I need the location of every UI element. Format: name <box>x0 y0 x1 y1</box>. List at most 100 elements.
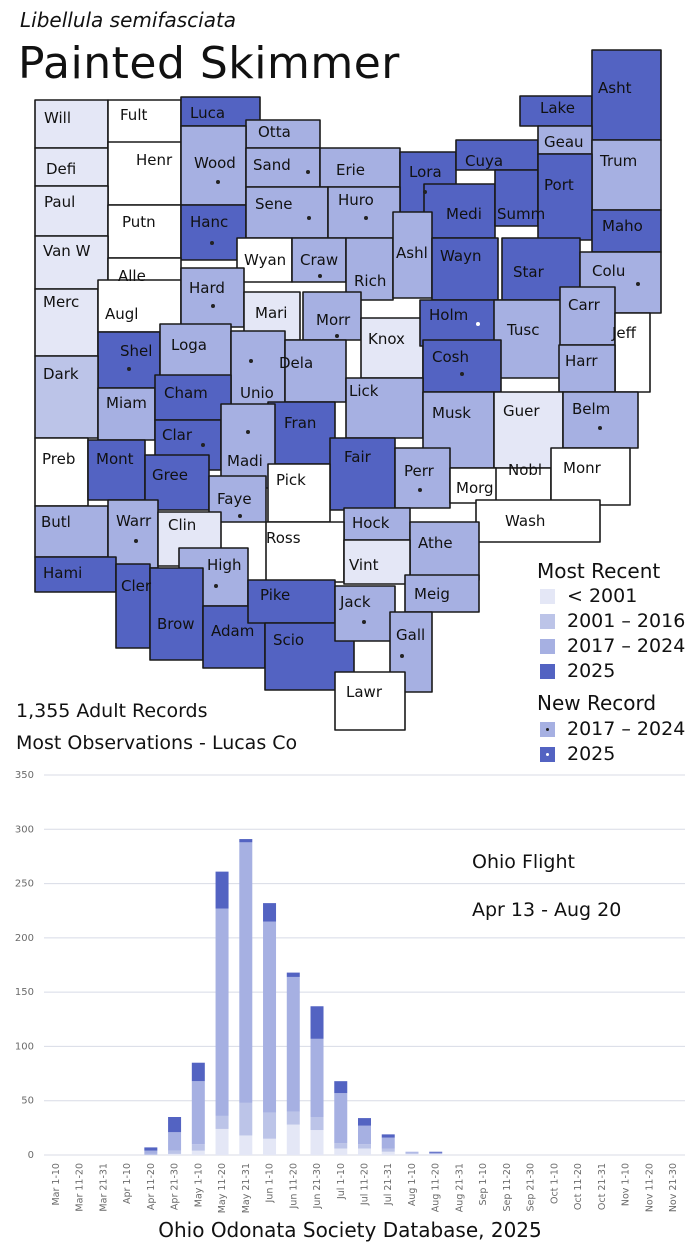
bar-segment <box>239 839 253 843</box>
x-tick-label: May 11-20 <box>217 1163 228 1213</box>
legend-marker-dot <box>546 752 549 756</box>
x-tick-label: Oct 21-31 <box>597 1163 608 1210</box>
new-record-marker-high <box>214 584 218 588</box>
bar-segment <box>168 1117 182 1133</box>
county-defi <box>34 147 109 187</box>
bar-segment <box>144 1150 158 1154</box>
county-harr <box>558 344 616 393</box>
bar-segment <box>358 1118 371 1126</box>
x-tick-label: Aug 1-10 <box>407 1163 418 1206</box>
chart-annotation-range: Apr 13 - Aug 20 <box>472 899 621 921</box>
x-tick-label: Jun 11-20 <box>288 1163 299 1209</box>
new-record-marker-morr <box>335 334 339 338</box>
county-label-adam: Adam <box>211 622 254 640</box>
new-record-marker-faye <box>238 514 242 518</box>
bar-segment <box>263 921 277 1113</box>
bar-segment <box>263 1112 277 1139</box>
bar-segment <box>358 1148 371 1155</box>
new-record-marker-wood <box>216 180 220 184</box>
county-henr <box>107 141 182 206</box>
new-record-marker-unio <box>249 359 253 363</box>
bar-segment <box>286 1111 300 1125</box>
county-label-clar: Clar <box>162 426 193 444</box>
county-cler <box>115 563 151 649</box>
bar-segment <box>334 1081 348 1094</box>
county-label-gree: Gree <box>152 466 188 484</box>
county-lawr <box>334 671 406 731</box>
x-tick-label: Mar 1-10 <box>51 1163 62 1206</box>
county-label-guer: Guer <box>503 402 540 420</box>
x-tick-label: Apr 11-20 <box>146 1163 157 1210</box>
y-tick-label: 0 <box>28 1150 34 1161</box>
bar-segment <box>239 842 253 1103</box>
flight-period-chart: 0 50 100 150 200 250 300 350 Mar 1-10 Mar 11-20 Ma… <box>15 770 685 1213</box>
new-record-marker-colu <box>636 282 640 286</box>
bar-segment <box>144 1153 158 1155</box>
county-label-lick: Lick <box>349 382 379 400</box>
x-tick-label: Nov 21-30 <box>668 1163 679 1212</box>
bar-segment <box>215 1115 229 1129</box>
new-record-marker-hanc <box>210 241 214 245</box>
county-wayn <box>431 237 499 301</box>
county-carr <box>559 286 616 346</box>
x-tick-label: Jul 11-20 <box>360 1163 371 1206</box>
county-label-putn: Putn <box>122 213 156 231</box>
county-label-merc: Merc <box>43 293 79 311</box>
bar-segment <box>310 1117 324 1131</box>
county-fair <box>329 437 396 511</box>
county-fran <box>267 401 336 465</box>
county-lake <box>519 95 593 127</box>
bar-segment <box>334 1148 348 1155</box>
county-vint <box>343 539 411 585</box>
county-label-scio: Scio <box>273 631 304 649</box>
county-trum <box>591 139 662 211</box>
county-label-unio: Unio <box>240 384 274 402</box>
county-label-tusc: Tusc <box>506 321 539 339</box>
bar-segment <box>239 1102 253 1136</box>
county-hami <box>34 556 117 593</box>
county-monr <box>550 447 631 506</box>
legend-marker-dot <box>546 727 549 731</box>
new-record-marker-cosh <box>460 372 464 376</box>
bar-segment <box>381 1151 395 1155</box>
bar-segment <box>191 1062 205 1082</box>
county-label-erie: Erie <box>336 161 365 179</box>
x-tick-label: Mar 11-20 <box>75 1163 86 1212</box>
county-label-cuya: Cuya <box>465 152 503 170</box>
county-asht <box>591 49 662 141</box>
legend-item: 2001 – 2016 <box>540 610 685 632</box>
county-holm <box>419 299 502 347</box>
bar-segment <box>310 1006 324 1039</box>
county-label-harr: Harr <box>565 352 598 370</box>
county-label-alle: Alle <box>118 267 146 285</box>
county-label-cler: Cler <box>121 577 152 595</box>
county-label-dela: Dela <box>279 354 313 372</box>
county-label-hard: Hard <box>189 279 225 297</box>
county-label-high: High <box>207 556 241 574</box>
x-tick-label: Jul 1-10 <box>336 1163 347 1200</box>
county-label-trum: Trum <box>599 152 637 170</box>
county-dela <box>284 339 347 403</box>
county-label-hock: Hock <box>352 514 390 532</box>
x-tick-label: Sep 21-30 <box>526 1163 537 1212</box>
county-morr <box>302 291 362 341</box>
county-label-athe: Athe <box>418 534 453 552</box>
bar-segment <box>168 1153 182 1155</box>
legend-label: 2017 – 2024 <box>567 718 686 740</box>
county-label-pike: Pike <box>260 586 290 604</box>
county-label-star: Star <box>513 263 545 281</box>
most-observations: Most Observations - Lucas Co <box>16 732 298 754</box>
bar-segment <box>144 1147 158 1151</box>
county-label-faye: Faye <box>217 490 252 508</box>
bar-segment <box>263 903 277 922</box>
x-tick-label: Nov 11-20 <box>644 1163 655 1212</box>
new-record-marker-huro <box>364 216 368 220</box>
county-label-dark: Dark <box>43 365 79 383</box>
new-record-marker-madi <box>246 430 250 434</box>
county-morg <box>449 467 497 504</box>
legend-swatch <box>540 613 555 629</box>
bar-segment <box>334 1093 348 1144</box>
county-label-lake: Lake <box>540 99 575 117</box>
county-label-geau: Geau <box>544 133 584 151</box>
county-belm <box>562 391 639 449</box>
